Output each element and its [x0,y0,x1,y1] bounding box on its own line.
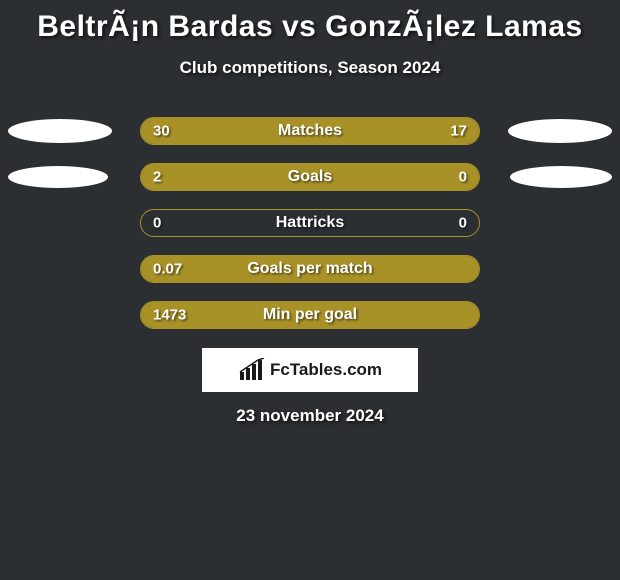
stat-bar: 1473Min per goal [140,301,480,329]
stat-row: 3017Matches [0,110,620,152]
branding-chart-icon [238,358,266,382]
stats-rows: 3017Matches 20Goals 00Hattricks 0.07Goals p… [0,110,620,336]
player-left-ellipse [8,166,108,188]
stat-bar: 3017Matches [140,117,480,145]
stat-label: Goals [141,168,479,186]
stat-bar: 20Goals [140,163,480,191]
stat-row: 0.07Goals per match [0,248,620,290]
stat-bar: 0.07Goals per match [140,255,480,283]
page-title: BeltrÃ¡n Bardas vs GonzÃ¡lez Lamas [0,0,620,44]
date-text: 23 november 2024 [0,392,620,426]
stat-label: Hattricks [141,214,479,232]
stat-row: 20Goals [0,156,620,198]
stat-bar: 00Hattricks [140,209,480,237]
branding-text: FcTables.com [270,360,382,380]
stat-row: 00Hattricks [0,202,620,244]
stat-label: Matches [141,122,479,140]
stat-label: Min per goal [141,306,479,324]
stat-label: Goals per match [141,260,479,278]
player-right-ellipse [510,166,612,188]
subtitle: Club competitions, Season 2024 [0,44,620,78]
player-right-ellipse [508,119,612,143]
stat-row: 1473Min per goal [0,294,620,336]
branding-box: FcTables.com [202,348,418,392]
player-left-ellipse [8,119,112,143]
